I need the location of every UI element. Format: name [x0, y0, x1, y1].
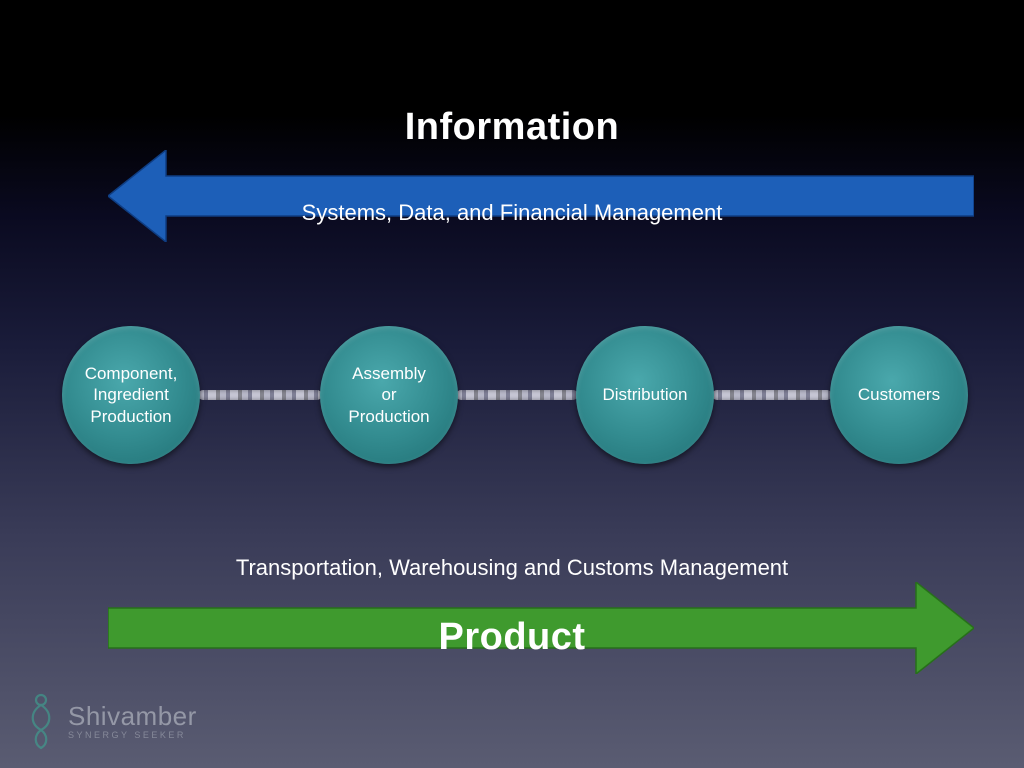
logo-text: Shivamber SYNERGY SEEKER [68, 703, 197, 740]
product-title: Product [0, 616, 1024, 659]
supply-chain-nodes: Component, Ingredient Production Assembl… [0, 320, 1024, 470]
node-label: Assembly or Production [348, 363, 429, 427]
connector-3 [712, 390, 832, 400]
information-arrow-left [108, 150, 974, 242]
node-distribution: Distribution [576, 326, 714, 464]
logo-tagline: SYNERGY SEEKER [68, 730, 197, 740]
connector-2 [456, 390, 578, 400]
logo-name: Shivamber [68, 703, 197, 729]
node-label: Distribution [602, 384, 687, 405]
logo-icon [24, 692, 58, 750]
information-subtitle: Systems, Data, and Financial Management [0, 200, 1024, 226]
node-component-production: Component, Ingredient Production [62, 326, 200, 464]
node-assembly-production: Assembly or Production [320, 326, 458, 464]
node-customers: Customers [830, 326, 968, 464]
node-label: Customers [858, 384, 940, 405]
diagram-canvas: Information Systems, Data, and Financial… [0, 0, 1024, 768]
brand-logo: Shivamber SYNERGY SEEKER [24, 692, 197, 750]
connector-1 [198, 390, 322, 400]
product-subtitle: Transportation, Warehousing and Customs … [0, 555, 1024, 581]
node-label: Component, Ingredient Production [85, 363, 178, 427]
information-title: Information [0, 106, 1024, 149]
